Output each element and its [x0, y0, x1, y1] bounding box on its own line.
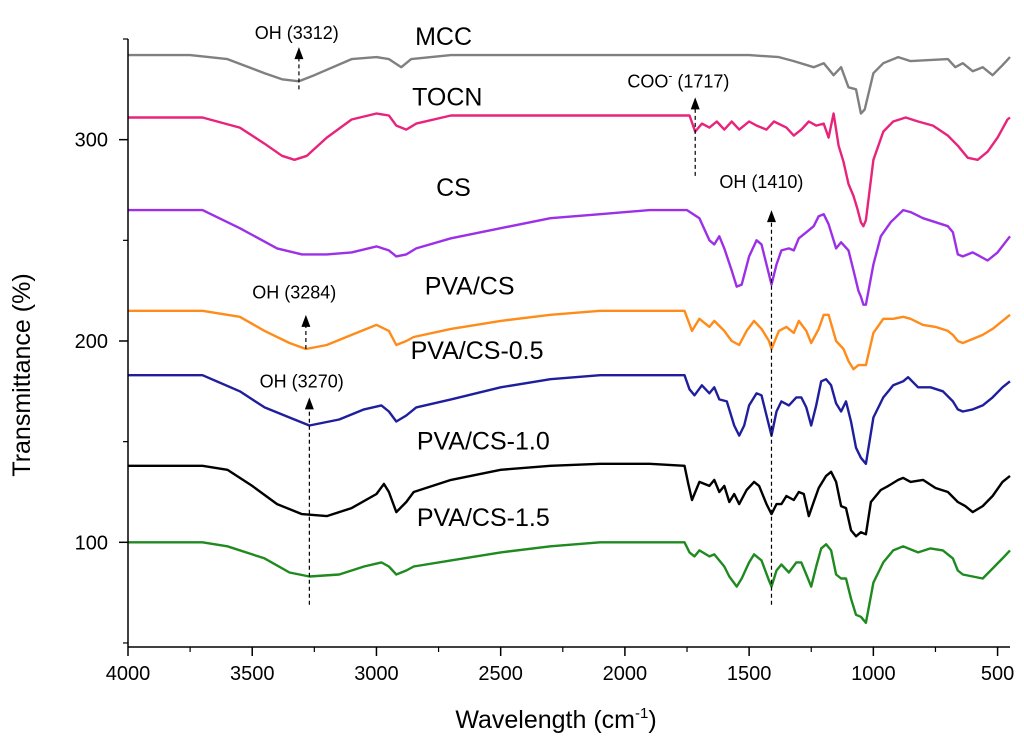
x-tick-label: 4000 [106, 663, 151, 685]
series-line-pva-cs-1-5 [128, 541, 1011, 624]
y-tick-label: 300 [75, 130, 108, 152]
annotation-layer: OH (3312) COO- (1717) OH (1410) OH (3284) OH… [252, 23, 803, 605]
annotation-arrow-head [301, 314, 311, 327]
series-label-pva-cs-1-5: PVA/CS-1.5 [417, 504, 550, 532]
y-axis-title: Transmittance (%) [8, 273, 36, 476]
x-tick-label: 2000 [603, 663, 648, 685]
y-tick-label: 100 [75, 532, 108, 554]
annotation-arrow-head [294, 47, 304, 60]
annotation-text: COO [627, 71, 668, 91]
series-line-tocn [128, 112, 1011, 228]
annotation-label: COO- (1717) [627, 68, 729, 91]
annotation-text: OH (3312) [255, 23, 339, 43]
x-axis-title-end: ) [648, 706, 656, 734]
series-line-pva-cs-1-0 [128, 462, 1011, 538]
annotation-text: OH (1410) [719, 172, 803, 192]
x-tick-label: 1500 [727, 663, 772, 685]
series-layer [128, 53, 1011, 624]
series-label-layer: MCC TOCN CS PVA/CS PVA/CS-0.5 PVA/CS-1.0 PVA/C… [411, 23, 550, 532]
x-axis-title: Wavelength (cm-1) [455, 705, 656, 734]
x-tick-label: 1000 [851, 663, 896, 685]
annotation-label: OH (3312) [255, 23, 339, 43]
y-tick-label: 200 [75, 331, 108, 353]
x-tick-label: 3000 [354, 663, 399, 685]
annotation-label: OH (3284) [252, 283, 336, 303]
series-label-cs: CS [436, 174, 471, 202]
x-axis-title-main: Wavelength (cm [455, 706, 635, 734]
annotation-arrow-head [304, 397, 314, 410]
annotation-label: OH (3270) [260, 371, 344, 391]
annotation-label: OH (1410) [719, 172, 803, 192]
series-label-pva-cs-1-0: PVA/CS-1.0 [417, 428, 550, 456]
x-axis-title-sup: -1 [635, 705, 648, 722]
annotation-arrow-head [766, 210, 776, 223]
x-tick-label: 3500 [230, 663, 275, 685]
annotation-superscript: - [668, 68, 672, 82]
annotation-arrow-head [690, 97, 700, 110]
x-tick-label: 2500 [478, 663, 523, 685]
series-label-pva-cs: PVA/CS [425, 273, 515, 301]
annotation-text: OH (3284) [252, 283, 336, 303]
series-line-pva-cs [128, 309, 1011, 371]
series-label-pva-cs-0-5: PVA/CS-0.5 [411, 337, 544, 365]
series-line-mcc [128, 53, 1011, 115]
annotation-text-after: (1717) [672, 71, 729, 91]
series-label-mcc: MCC [415, 23, 472, 51]
annotation-text: OH (3270) [260, 371, 344, 391]
x-ticks: 4000 3500 3000 2500 2000 1500 1000 500 [106, 647, 1014, 685]
series-line-cs [128, 208, 1011, 306]
x-tick-label: 500 [981, 663, 1014, 685]
series-line-pva-cs-0-5 [128, 374, 1011, 465]
series-label-tocn: TOCN [412, 83, 482, 111]
y-ticks: 100 200 300 [75, 38, 128, 644]
